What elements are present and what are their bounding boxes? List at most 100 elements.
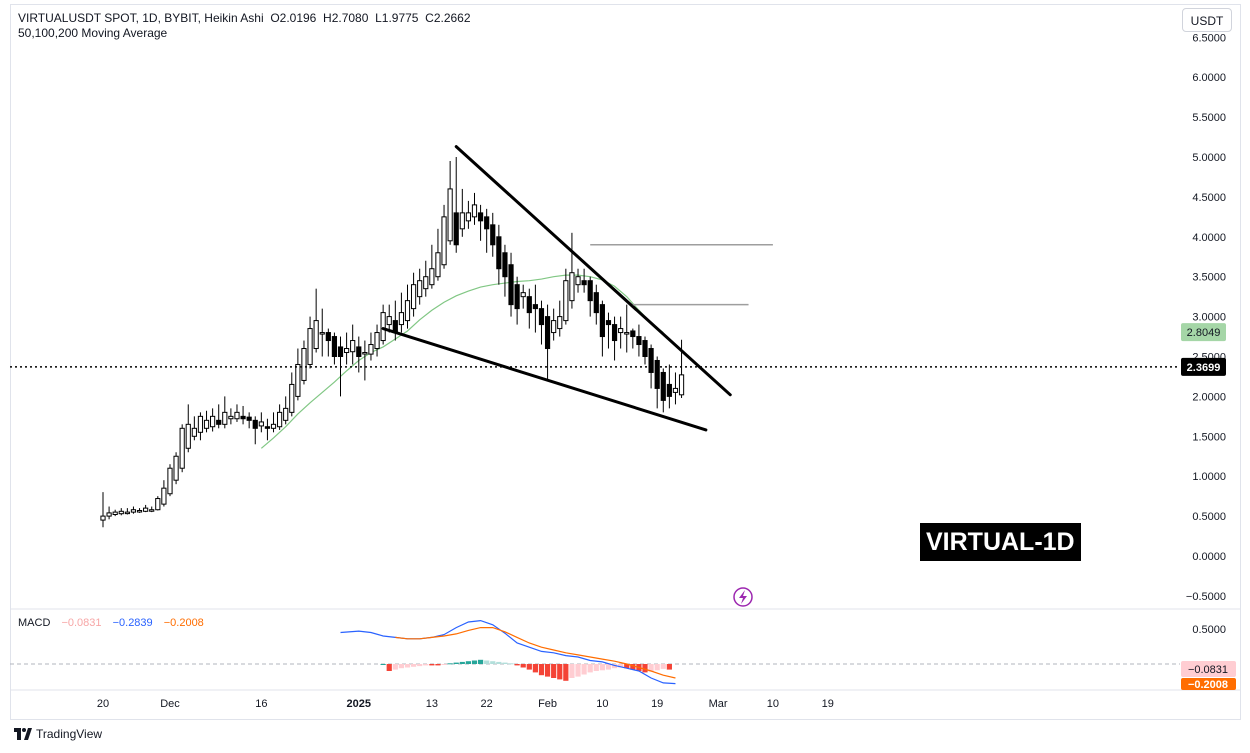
- candle: [563, 268, 569, 325]
- candle: [216, 404, 222, 429]
- symbol-title[interactable]: VIRTUALUSDT SPOT, 1D, BYBIT, Heikin Ashi: [18, 11, 264, 25]
- price-tick-label: 4.5000: [1192, 192, 1226, 204]
- symbol-line[interactable]: VIRTUALUSDT SPOT, 1D, BYBIT, Heikin Ashi…: [18, 11, 471, 26]
- macd-histogram-bar: [441, 664, 447, 665]
- flash-icon[interactable]: [733, 587, 753, 607]
- candle: [368, 332, 374, 361]
- candle-body: [490, 224, 496, 246]
- candle: [392, 300, 398, 341]
- candle-body: [453, 212, 459, 246]
- candle-body: [270, 423, 277, 429]
- brand-name: TradingView: [36, 727, 103, 741]
- candle-body: [410, 284, 417, 310]
- chart-watermark: VIRTUAL-1D: [920, 523, 1081, 561]
- candle-body: [210, 415, 216, 428]
- candle: [611, 316, 618, 361]
- footer-brand[interactable]: TradingView: [14, 727, 102, 741]
- chart-legend: VIRTUALUSDT SPOT, 1D, BYBIT, Heikin Ashi…: [18, 11, 471, 41]
- close-label: C: [425, 11, 434, 25]
- candle-body: [344, 348, 350, 354]
- candle: [532, 284, 538, 333]
- candle: [106, 506, 112, 520]
- moving-average-legend[interactable]: 50,100,200 Moving Average: [18, 26, 168, 40]
- macd-histogram-bar: [453, 662, 459, 664]
- candle-body: [301, 348, 307, 381]
- candle: [130, 506, 137, 514]
- candle-body: [313, 320, 319, 350]
- candle: [471, 192, 478, 225]
- macd-histogram-bar: [410, 664, 417, 667]
- candle-body: [477, 212, 484, 222]
- candle-body: [386, 316, 392, 326]
- time-axis[interactable]: 20 Dec 16 2025 13 22 Feb 10 19 Mar 10 19: [97, 698, 834, 710]
- candle-body: [319, 332, 325, 335]
- macd-histogram-bar: [508, 663, 514, 665]
- candles: [100, 157, 685, 528]
- time-tick-label: 19: [822, 698, 834, 710]
- candle-body: [660, 371, 666, 401]
- candle: [599, 300, 605, 357]
- candle: [459, 188, 465, 237]
- candle: [508, 252, 514, 317]
- macd-histogram-bar: [538, 664, 545, 676]
- price-tick-label: 0.0000: [1192, 551, 1226, 563]
- macd-histogram-bar: [429, 664, 435, 666]
- candle: [197, 412, 204, 441]
- candle: [149, 506, 155, 513]
- candle-body: [508, 264, 514, 306]
- macd-histogram-bar: [618, 664, 624, 668]
- macd-histogram-bar: [563, 664, 569, 681]
- candle: [185, 404, 191, 453]
- drawings[interactable]: [381, 145, 773, 432]
- price-tick-label: 6.0000: [1192, 72, 1226, 84]
- candle: [264, 418, 271, 441]
- candle: [344, 332, 350, 365]
- macd-histogram-bar: [575, 664, 581, 677]
- macd-line: [340, 619, 676, 685]
- macd-histogram-bar: [514, 664, 520, 666]
- candle: [289, 372, 295, 417]
- last-price-tag: [1181, 357, 1226, 376]
- candle-body: [246, 416, 252, 421]
- macd-tick-label: 0.5000: [1192, 624, 1226, 636]
- macd-histogram-bar: [581, 664, 587, 675]
- candle: [624, 304, 630, 353]
- candle: [234, 404, 240, 422]
- macd-legend[interactable]: MACD −0.0831 −0.2839 −0.2008: [18, 617, 212, 629]
- candle: [307, 316, 313, 369]
- candle-body: [258, 421, 264, 427]
- macd-hist-value: −0.0831: [61, 617, 102, 629]
- candle-body: [678, 374, 685, 396]
- candle: [642, 336, 648, 365]
- candle-body: [611, 324, 618, 342]
- candle-body: [179, 427, 185, 469]
- candle-body: [654, 359, 660, 389]
- candle-body: [203, 419, 210, 429]
- candle: [100, 492, 106, 528]
- candle-body: [173, 455, 179, 481]
- currency-unit-button[interactable]: USDT: [1182, 8, 1232, 32]
- candle-body: [618, 328, 624, 334]
- macd-signal-line: [395, 626, 676, 679]
- candle-body: [167, 467, 173, 495]
- candle: [155, 496, 161, 511]
- macd-pane: 0.5000 −0.0831 −0.2008: [10, 619, 1236, 691]
- macd-histogram-bar: [465, 661, 471, 664]
- price-tick-label: −0.5000: [1186, 591, 1226, 603]
- macd-signal-tag-label: −0.2008: [1188, 679, 1228, 691]
- candle: [447, 160, 453, 245]
- candle: [228, 408, 234, 425]
- candle-body: [277, 411, 283, 428]
- price-axis[interactable]: 6.5000 6.0000 5.5000 5.0000 4.5000 4.0000 3.50…: [1186, 32, 1226, 603]
- macd-histogram-bar: [392, 664, 398, 670]
- candle: [484, 208, 490, 253]
- candle: [654, 356, 660, 409]
- candle: [374, 324, 380, 357]
- candle-body: [325, 332, 331, 342]
- candle-body: [222, 411, 228, 425]
- candle-body: [599, 304, 605, 338]
- candle: [277, 404, 283, 430]
- candle-body: [143, 507, 149, 512]
- candle-body: [538, 308, 545, 326]
